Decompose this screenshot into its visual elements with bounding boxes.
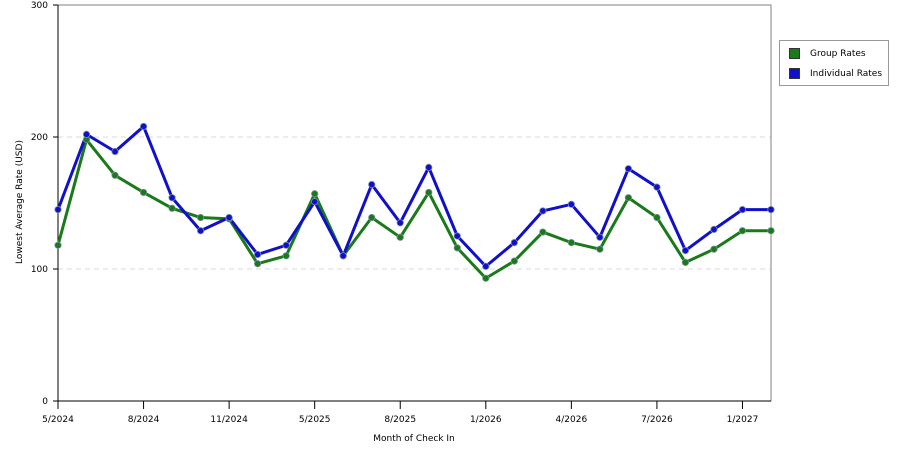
data-point-1 <box>197 227 205 235</box>
legend-label-individual-rates: Individual Rates <box>810 69 883 79</box>
data-point-0 <box>567 239 575 247</box>
data-point-0 <box>624 194 633 202</box>
data-point-1 <box>710 225 718 233</box>
data-point-1 <box>139 122 148 131</box>
data-point-0 <box>710 245 718 253</box>
data-point-0 <box>653 213 661 222</box>
data-point-0 <box>368 213 376 222</box>
data-point-1 <box>653 183 661 191</box>
data-point-1 <box>624 165 633 173</box>
data-point-0 <box>197 213 205 222</box>
x-tick-label: 8/2025 <box>384 415 416 425</box>
data-point-0 <box>168 204 176 212</box>
data-point-1 <box>82 130 91 138</box>
x-axis-title: Month of Check In <box>373 434 455 444</box>
data-point-1 <box>225 213 233 222</box>
data-point-1 <box>453 232 461 240</box>
legend-label-group-rates: Group Rates <box>810 49 866 59</box>
data-point-0 <box>111 171 119 179</box>
y-tick-label: 300 <box>31 1 48 11</box>
data-point-0 <box>396 233 404 241</box>
x-tick-label: 1/2026 <box>470 415 502 425</box>
legend-swatch-individual-rates <box>789 68 800 79</box>
data-point-1 <box>510 239 518 247</box>
data-point-1 <box>396 219 404 227</box>
data-point-0 <box>510 257 518 265</box>
y-tick-label: 0 <box>42 397 48 407</box>
y-tick-label: 200 <box>31 133 48 143</box>
series-line-1 <box>56 124 771 268</box>
x-tick-label: 8/2024 <box>128 415 160 425</box>
data-point-0 <box>738 227 747 235</box>
data-point-1 <box>596 233 604 241</box>
data-point-1 <box>738 206 747 214</box>
y-axis-title: Lowest Average Rate (USD) <box>15 140 25 264</box>
x-tick-label: 5/2025 <box>299 415 331 425</box>
data-point-1 <box>567 200 575 208</box>
data-point-1 <box>539 207 547 215</box>
data-point-1 <box>368 180 376 189</box>
data-point-0 <box>767 227 775 235</box>
data-point-1 <box>339 252 347 260</box>
legend-swatch-group-rates <box>789 48 800 59</box>
y-tick-label: 100 <box>31 265 48 275</box>
data-point-1 <box>54 206 62 214</box>
data-point-1 <box>311 198 319 206</box>
x-tick-label: 7/2026 <box>641 415 673 425</box>
data-point-1 <box>425 163 433 171</box>
data-point-0 <box>311 190 319 198</box>
data-point-1 <box>681 246 690 255</box>
data-point-0 <box>139 188 148 197</box>
data-point-0 <box>453 244 461 252</box>
x-tick-label: 1/2027 <box>727 415 759 425</box>
series-line-0 <box>56 138 771 280</box>
data-point-1 <box>254 250 262 259</box>
data-point-0 <box>482 274 490 282</box>
data-point-0 <box>681 258 690 266</box>
data-point-0 <box>425 188 433 197</box>
x-tick-label: 4/2026 <box>556 415 588 425</box>
data-point-0 <box>596 245 604 253</box>
data-point-1 <box>168 194 176 202</box>
data-point-1 <box>282 241 290 249</box>
data-point-0 <box>539 228 547 236</box>
data-point-1 <box>111 147 119 156</box>
x-tick-label: 11/2024 <box>210 415 248 425</box>
legend: Group Rates Individual Rates <box>779 40 889 86</box>
data-point-0 <box>54 241 62 249</box>
data-point-1 <box>482 262 490 270</box>
data-point-0 <box>254 260 262 268</box>
data-point-1 <box>767 206 775 214</box>
data-point-0 <box>282 252 290 260</box>
x-tick-label: 5/2024 <box>42 415 74 425</box>
